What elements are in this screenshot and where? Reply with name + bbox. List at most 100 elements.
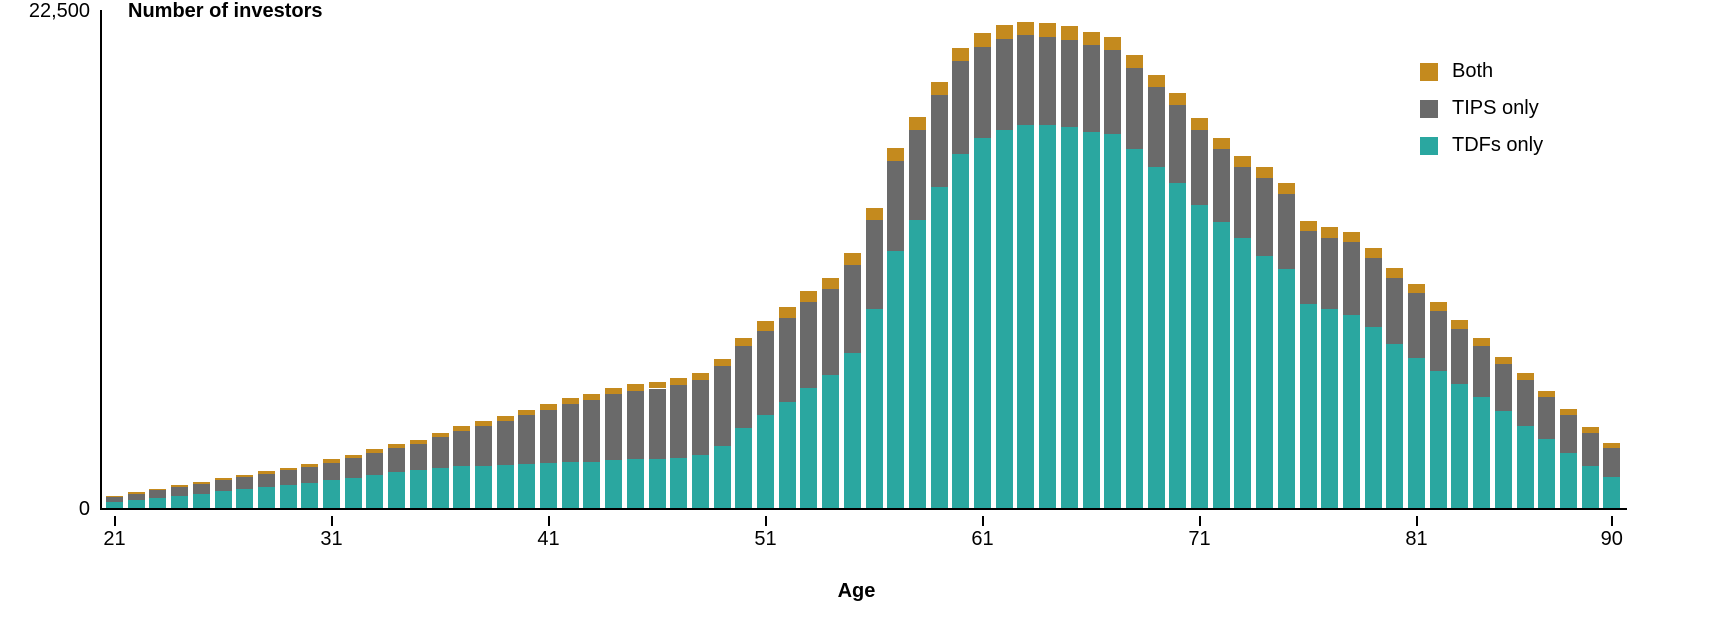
bar-age-52 [779, 10, 796, 508]
bar-seg-both [1126, 55, 1143, 68]
bar-seg-tips [887, 161, 904, 252]
bar-seg-tdfs [149, 498, 166, 508]
bar-age-21 [106, 10, 123, 508]
bar-seg-both [1517, 373, 1534, 380]
bar-seg-both [106, 496, 123, 497]
bar-age-48 [692, 10, 709, 508]
bar-seg-both [1603, 443, 1620, 448]
bar-seg-tips [1039, 37, 1056, 126]
bar-seg-tdfs [128, 500, 145, 508]
bar-seg-tips [1430, 311, 1447, 371]
bar-age-39 [497, 10, 514, 508]
bar-age-78 [1343, 10, 1360, 508]
bar-age-42 [562, 10, 579, 508]
bar-age-44 [605, 10, 622, 508]
bar-seg-tips [1538, 397, 1555, 439]
plot-area [100, 10, 1627, 510]
bar-age-65 [1061, 10, 1078, 508]
bar-age-58 [909, 10, 926, 508]
bar-seg-tdfs [1582, 466, 1599, 508]
x-tick-mark [548, 516, 550, 526]
bar-seg-tips [583, 400, 600, 462]
bar-seg-tdfs [562, 462, 579, 508]
bar-age-41 [540, 10, 557, 508]
bar-seg-tdfs [215, 491, 232, 508]
bar-seg-tdfs [583, 462, 600, 508]
x-tick-label: 61 [963, 528, 1003, 551]
bar-seg-tips [1213, 149, 1230, 222]
bar-seg-both [345, 455, 362, 459]
bar-age-22 [128, 10, 145, 508]
bar-seg-tips [280, 470, 297, 484]
bar-seg-tips [1321, 238, 1338, 309]
bar-seg-tdfs [1386, 344, 1403, 508]
bar-seg-both [583, 394, 600, 400]
bar-seg-both [649, 382, 666, 389]
bar-age-69 [1148, 10, 1165, 508]
bar-seg-tdfs [106, 502, 123, 508]
bar-seg-tips [1343, 242, 1360, 315]
bar-seg-tdfs [1538, 439, 1555, 508]
bar-seg-tdfs [931, 187, 948, 508]
bar-age-67 [1104, 10, 1121, 508]
bar-seg-both [1148, 75, 1165, 88]
bar-seg-tdfs [236, 489, 253, 508]
bar-seg-both [497, 416, 514, 421]
bar-seg-both [1278, 183, 1295, 194]
bar-seg-both [301, 464, 318, 467]
bar-seg-tips [1256, 178, 1273, 255]
bar-seg-tdfs [1300, 304, 1317, 508]
bar-seg-tdfs [301, 483, 318, 508]
bar-seg-both [1169, 93, 1186, 105]
bar-age-25 [193, 10, 210, 508]
bar-seg-tdfs [1061, 127, 1078, 508]
bar-seg-tips [236, 477, 253, 489]
bar-age-28 [258, 10, 275, 508]
bar-age-23 [149, 10, 166, 508]
x-tick-label: 71 [1180, 528, 1220, 551]
y-axis-min-label: 0 [10, 498, 90, 521]
bar-seg-tips [627, 391, 644, 460]
x-tick-label: 81 [1397, 528, 1437, 551]
bar-age-35 [410, 10, 427, 508]
bar-seg-tdfs [692, 455, 709, 508]
bar-seg-tips [1191, 130, 1208, 205]
bar-seg-tips [757, 331, 774, 415]
bar-seg-both [887, 148, 904, 160]
bar-age-27 [236, 10, 253, 508]
bar-age-90 [1603, 10, 1620, 508]
bar-seg-both [562, 398, 579, 404]
bar-seg-both [909, 117, 926, 130]
bar-seg-both [1061, 26, 1078, 40]
bar-seg-both [149, 489, 166, 491]
bar-age-56 [866, 10, 883, 508]
bar-seg-tips [931, 95, 948, 187]
bar-seg-tips [952, 61, 969, 154]
bar-seg-both [931, 82, 948, 95]
x-tick-mark [114, 516, 116, 526]
bar-seg-tdfs [432, 468, 449, 508]
bar-age-51 [757, 10, 774, 508]
bar-seg-tdfs [1126, 149, 1143, 508]
bar-seg-both [822, 278, 839, 289]
legend-swatch-tdfs [1420, 137, 1438, 155]
bar-age-89 [1582, 10, 1599, 508]
bar-seg-tdfs [1039, 125, 1056, 508]
bar-seg-tdfs [1169, 183, 1186, 508]
bar-seg-tips [670, 385, 687, 458]
x-tick-71: 71 [1180, 516, 1220, 551]
bar-seg-tips [974, 47, 991, 139]
bar-seg-tips [1126, 68, 1143, 150]
bar-seg-tdfs [518, 464, 535, 508]
legend: BothTIPS onlyTDFs only [1420, 60, 1543, 171]
bar-age-29 [280, 10, 297, 508]
bar-age-88 [1560, 10, 1577, 508]
bar-seg-tips [128, 494, 145, 501]
bar-seg-tips [1300, 231, 1317, 304]
x-tick-81: 81 [1397, 516, 1437, 551]
bar-seg-both [323, 459, 340, 462]
bar-seg-tdfs [605, 460, 622, 508]
bar-seg-tdfs [258, 487, 275, 508]
bar-seg-both [432, 433, 449, 437]
bar-seg-tdfs [909, 220, 926, 508]
